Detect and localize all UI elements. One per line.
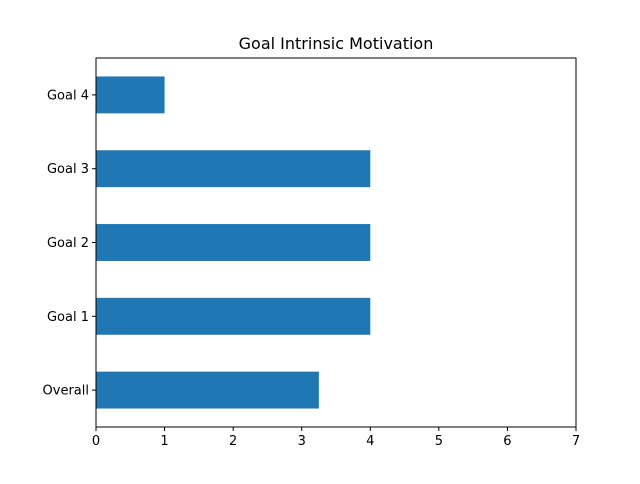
plot-frame (95, 57, 577, 428)
x-tick-label: 2 (229, 434, 237, 449)
y-tick-label: Goal 2 (47, 236, 89, 251)
y-axis-ticks: Overall Goal 1 Goal 2 Goal 3 Goal 4 (43, 88, 96, 399)
bar-goal-3 (96, 150, 371, 188)
x-tick-label: 4 (366, 434, 374, 449)
bar-overall (96, 371, 319, 409)
bar-goal-1 (96, 297, 371, 335)
y-tick-label: Goal 3 (47, 162, 89, 177)
bar-goal-4 (96, 76, 165, 114)
chart-title: Goal Intrinsic Motivation (239, 34, 434, 53)
bars-layer (96, 76, 371, 409)
x-tick-label: 7 (572, 434, 580, 449)
x-tick-label: 1 (160, 434, 168, 449)
x-axis-ticks: 0 1 2 3 4 5 6 7 (92, 427, 580, 449)
y-tick-label: Goal 4 (47, 88, 89, 103)
x-tick-label: 0 (92, 434, 100, 449)
y-tick-label: Goal 1 (47, 310, 89, 325)
y-tick-label: Overall (43, 384, 89, 399)
x-tick-label: 3 (298, 434, 306, 449)
x-tick-label: 5 (435, 434, 443, 449)
bar-goal-2 (96, 224, 371, 261)
x-tick-label: 6 (503, 434, 511, 449)
